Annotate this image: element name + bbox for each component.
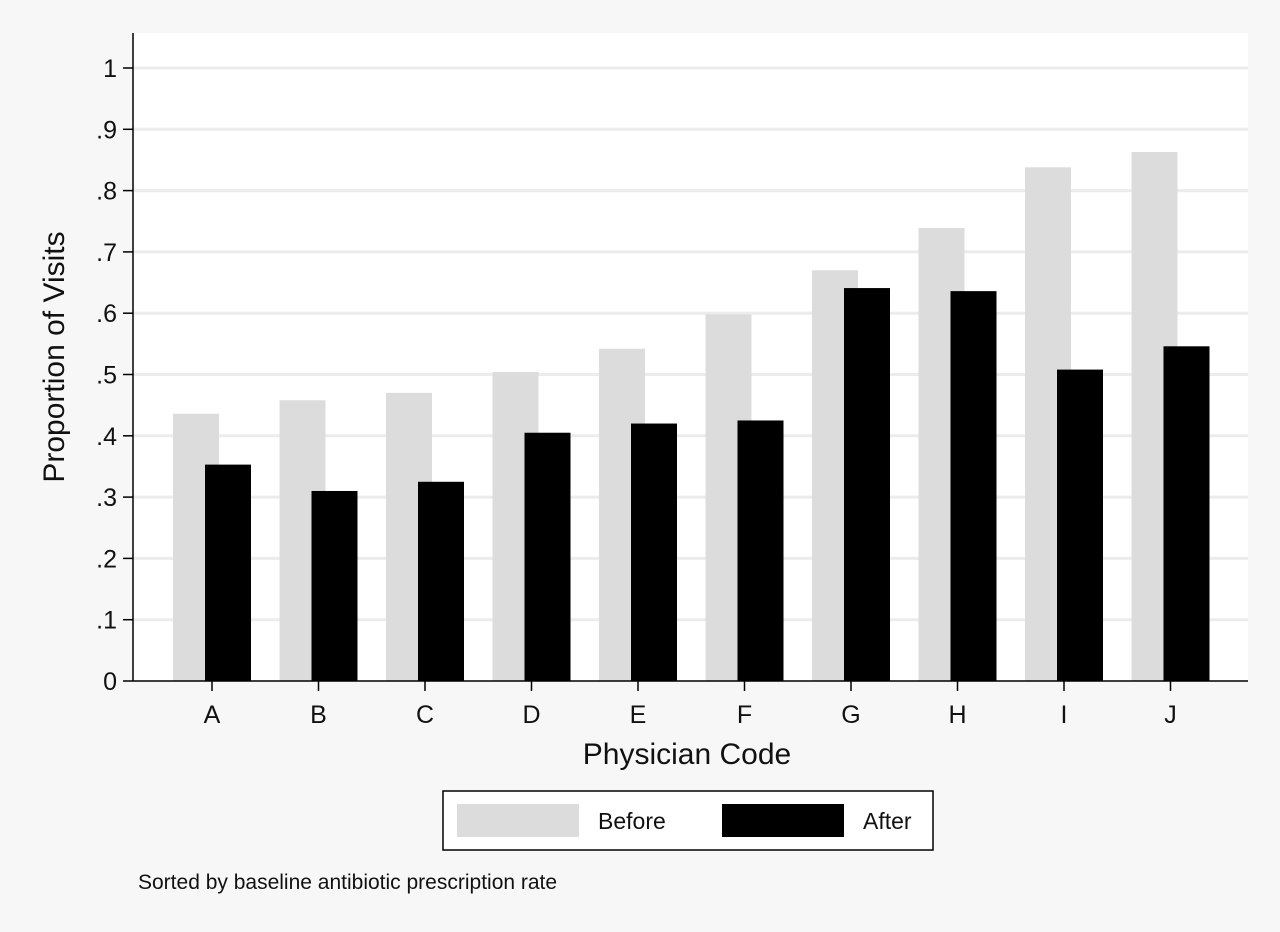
bars xyxy=(173,151,1210,682)
x-ticks: A B C D E F G H I J xyxy=(204,681,1177,729)
y-tick-label: .4 xyxy=(96,423,117,451)
y-tick-label: 0 xyxy=(103,668,117,696)
bar-after-E xyxy=(631,423,677,681)
x-tick-label-C: C xyxy=(416,701,434,729)
legend-label-before: Before xyxy=(598,808,666,834)
legend: Before After xyxy=(442,790,934,851)
bar-after-I xyxy=(1057,369,1103,681)
bar-after-B xyxy=(311,490,358,681)
bar-after-H xyxy=(950,291,997,681)
legend-label-after: After xyxy=(863,808,912,834)
x-axis-title: Physician Code xyxy=(583,738,791,771)
y-tick-label: 1 xyxy=(103,55,117,83)
x-tick-label-H: H xyxy=(948,701,966,729)
chart-note: Sorted by baseline antibiotic prescripti… xyxy=(138,871,557,894)
legend-swatch-after xyxy=(722,804,844,837)
legend-swatch-before xyxy=(457,804,579,837)
y-tick-label: .9 xyxy=(96,116,117,144)
y-tick-label: .5 xyxy=(96,362,117,390)
x-tick-label-A: A xyxy=(204,701,221,729)
y-tick-label: .2 xyxy=(96,545,117,573)
x-tick-label-D: D xyxy=(522,701,540,729)
x-tick-label-F: F xyxy=(737,701,752,729)
x-tick-label-J: J xyxy=(1164,701,1177,729)
bar-after-J xyxy=(1163,346,1210,681)
y-axis-title: Proportion of Visits xyxy=(38,231,71,482)
bar-after-D xyxy=(524,432,571,681)
x-tick-label-G: G xyxy=(841,701,860,729)
bar-after-G xyxy=(844,288,890,681)
y-ticks: 0 .1 .2 .3 .4 .5 .6 .7 .8 .9 1 xyxy=(96,55,133,696)
bar-after-F xyxy=(737,420,784,681)
bar-after-C xyxy=(418,481,464,681)
y-tick-label: .1 xyxy=(96,607,117,635)
y-tick-label: .7 xyxy=(96,239,117,267)
y-tick-label: .3 xyxy=(96,484,117,512)
x-tick-label-I: I xyxy=(1061,701,1068,729)
y-tick-label: .6 xyxy=(96,300,117,328)
bar-after-A xyxy=(205,464,251,681)
x-tick-label-B: B xyxy=(310,701,327,729)
x-tick-label-E: E xyxy=(630,701,647,729)
y-tick-label: .8 xyxy=(96,178,117,206)
